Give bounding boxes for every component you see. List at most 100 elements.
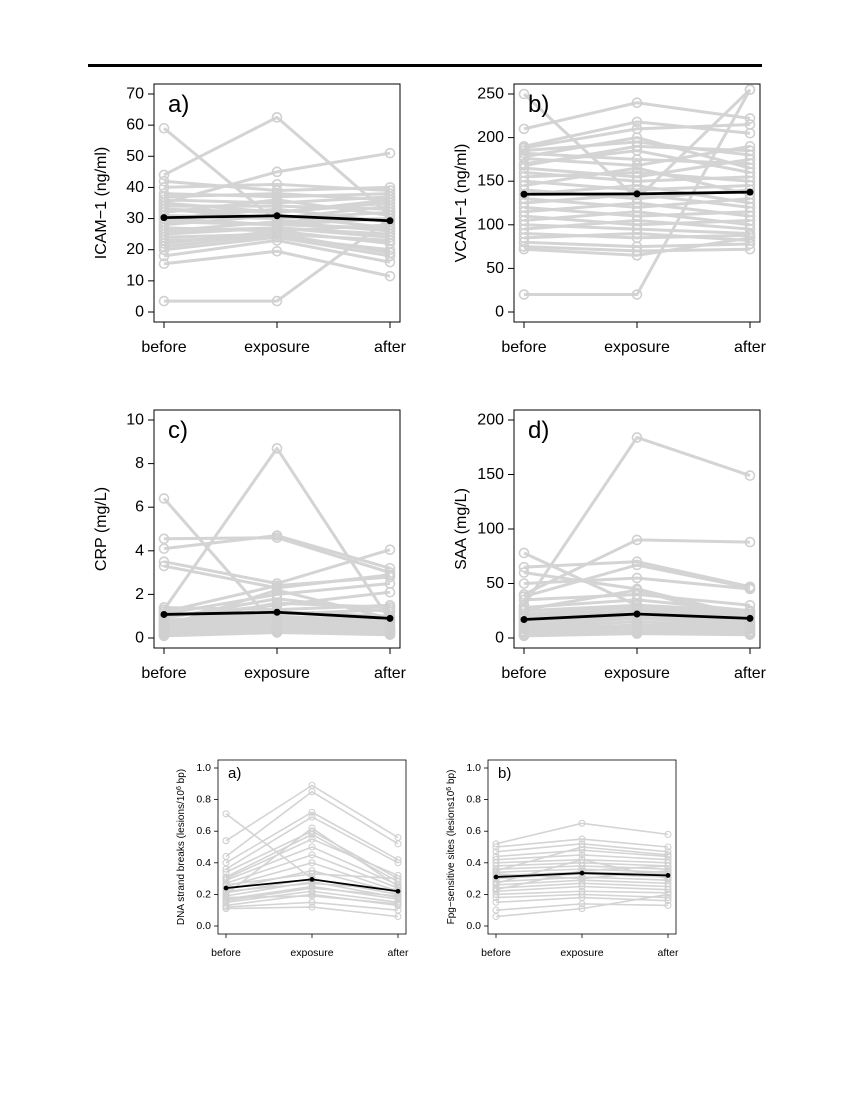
x-tick-label: exposure: [244, 665, 310, 682]
subject-point: [664, 862, 672, 870]
subject-point: [384, 604, 396, 615]
subject-point: [271, 188, 283, 199]
x-tick-label: before: [501, 339, 546, 356]
y-tick-label: 0.6: [196, 825, 211, 837]
subject-point: [271, 112, 283, 123]
subject-line: [225, 790, 399, 858]
subject-point: [308, 887, 316, 895]
subject-line: [523, 563, 751, 599]
subject-point: [384, 629, 396, 641]
y-tick-label: 1.0: [466, 762, 481, 774]
subject-line: [523, 123, 751, 150]
subject-point: [271, 584, 283, 596]
y-tick-label: 50: [486, 575, 504, 592]
y-axis-title: Fpg−sensitive sites (lesions106 bp): [446, 770, 458, 925]
subject-point: [492, 898, 500, 906]
chart-saa: 0 50 100 150 200 before exposure after SAA (mg/L…: [453, 409, 767, 682]
subject-point: [158, 602, 170, 613]
subject-point: [158, 225, 170, 237]
subject-point: [271, 245, 283, 257]
y-tick-label: 2: [135, 586, 144, 603]
subject-point: [384, 270, 396, 282]
y-tick-label: 0.0: [466, 920, 481, 932]
subject-point: [158, 197, 170, 209]
subject-point: [384, 586, 396, 598]
subject-point: [271, 295, 283, 307]
subject-series-group: [518, 84, 756, 300]
subject-point: [394, 833, 402, 842]
y-tick-label: 150: [477, 173, 504, 190]
y-tick-label: 200: [477, 412, 504, 429]
y-tick-label: 100: [477, 521, 504, 538]
subject-point: [158, 175, 170, 187]
subject-line: [163, 226, 391, 236]
subject-point: [744, 84, 756, 95]
y-tick-label: 100: [477, 216, 504, 233]
subject-line: [523, 598, 751, 613]
y-tick-label: 70: [126, 86, 144, 103]
mean-point: [746, 614, 754, 622]
subject-point: [158, 556, 170, 567]
subject-point: [518, 151, 530, 163]
y-tick-label: 0.8: [196, 794, 211, 806]
subject-point: [308, 835, 316, 843]
subject-line: [225, 784, 399, 842]
subject-point: [518, 88, 530, 100]
subject-point: [631, 197, 643, 209]
subject-point: [664, 867, 672, 875]
y-axis-title: DNA strand breaks (lesions/106 bp): [176, 769, 188, 925]
subject-line: [163, 249, 391, 278]
subject-point: [664, 886, 672, 894]
subject-point: [158, 630, 170, 642]
y-tick-label: 0.0: [196, 920, 211, 932]
y-tick-label: 60: [126, 117, 144, 134]
y-tick-label: 0: [495, 304, 504, 321]
subject-point: [158, 533, 170, 545]
x-tick-label: before: [211, 947, 241, 959]
subject-point: [631, 628, 643, 639]
subject-line: [523, 538, 751, 596]
subject-point: [578, 819, 586, 827]
subject-point: [308, 808, 316, 816]
y-tick-label: 6: [135, 499, 144, 516]
subject-point: [518, 591, 530, 602]
subject-point: [744, 154, 756, 165]
subject-point: [492, 912, 500, 921]
mean-point: [223, 885, 229, 891]
subject-point: [631, 116, 643, 128]
mean-point: [520, 190, 528, 198]
subject-point: [518, 236, 530, 248]
subject-point: [308, 851, 316, 859]
subject-point: [664, 851, 672, 859]
subject-point: [384, 182, 396, 193]
subject-line: [225, 811, 399, 864]
x-tick-label: exposure: [604, 665, 670, 682]
y-tick-label: 20: [126, 241, 144, 258]
chart-vcam1: 0 50 100 150 200 250 before exposure after VCAM−1…: [453, 83, 767, 356]
subject-point: [394, 871, 402, 879]
subject-point: [744, 620, 756, 632]
subject-point: [271, 597, 283, 609]
mean-point: [273, 212, 281, 220]
y-tick-label: 4: [135, 542, 144, 559]
subject-point: [394, 859, 402, 867]
subject-point: [492, 890, 500, 898]
subject-point: [158, 493, 170, 504]
mean-point: [665, 873, 671, 878]
subject-point: [744, 582, 756, 594]
subject-point: [308, 903, 316, 911]
y-axis-title: VCAM−1 (ng/ml): [453, 144, 470, 263]
subject-line: [225, 901, 399, 911]
subject-point: [158, 122, 170, 134]
subject-point: [664, 843, 672, 851]
y-tick-label: 1.0: [196, 762, 211, 774]
mean-point: [395, 888, 401, 894]
subject-point: [384, 571, 396, 583]
subject-point: [744, 119, 756, 130]
panel-label: d): [528, 417, 549, 444]
chart-fpg-sensitive-sites: 0.0 0.2 0.4 0.6 0.8 1.0 before exposure after Fpg…: [446, 759, 679, 959]
subject-point: [384, 228, 396, 240]
subject-point: [744, 145, 756, 156]
x-tick-label: after: [657, 947, 679, 959]
subject-series-group: [158, 443, 396, 642]
